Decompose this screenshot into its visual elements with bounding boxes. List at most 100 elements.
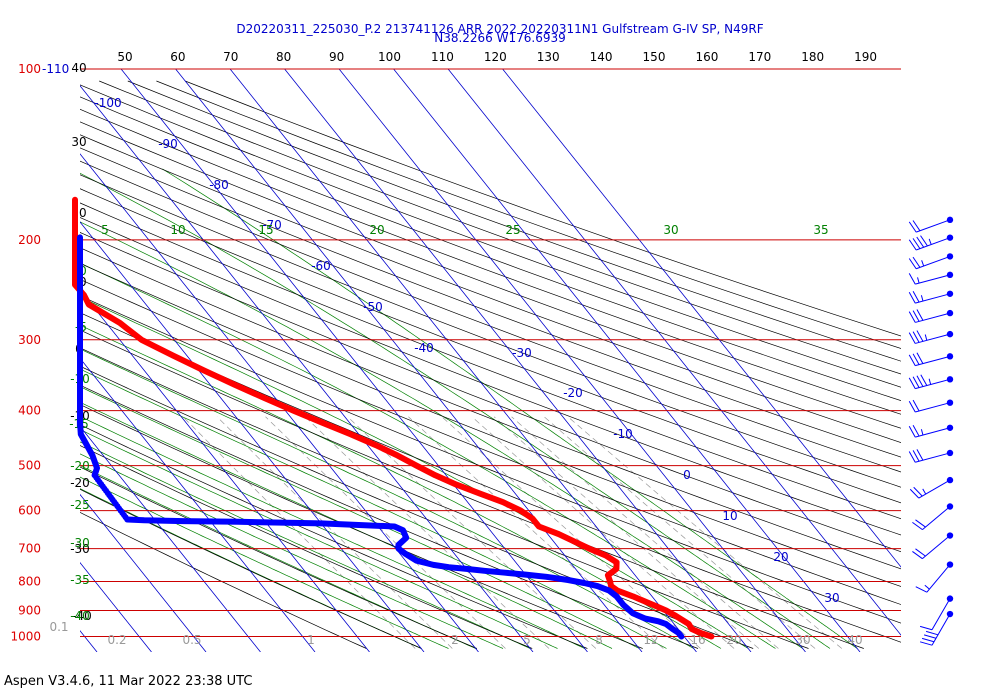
dry-adiabat-line: [80, 232, 901, 553]
wind-barb-staff: [915, 293, 951, 304]
moist-adiabat-left-label: -25: [70, 498, 90, 512]
dry-adiabat-line: [80, 445, 533, 649]
wind-barb-staff: [916, 237, 951, 251]
wind-barb-flag: [909, 488, 920, 499]
dry-adiabat-line: [80, 160, 901, 473]
dry-adiabat-line: [80, 329, 864, 649]
wind-barb-flag: [915, 548, 926, 557]
wind-barb-flag: [916, 309, 924, 321]
wind-barb-flag: [915, 519, 926, 528]
moist-adiabat-left-label: -30: [70, 536, 90, 550]
pressure-label: 500: [18, 459, 41, 473]
isotherm-label: 0: [683, 468, 691, 482]
wind-barb-staff: [931, 598, 951, 631]
wind-barb-flag: [912, 220, 921, 232]
wind-barb-flag: [912, 353, 920, 365]
mixing-ratio-label: 0.1: [49, 620, 68, 634]
wind-barb-flag: [908, 426, 916, 438]
dewpoint-trace-lower: [124, 516, 685, 640]
theta-scale-label: 130: [537, 50, 560, 64]
wind-barb-flag: [908, 311, 916, 323]
dry-adiabats: [80, 80, 901, 649]
dry-adiabat-line: [80, 188, 901, 504]
wind-barb-staff: [916, 255, 951, 270]
wind-barb-flag: [908, 377, 916, 389]
isotherm-label: -10: [613, 427, 633, 441]
isotherm-line: [80, 221, 425, 652]
dewpoint-profile: [77, 234, 685, 640]
dry-adiabat-line: [80, 147, 901, 458]
mixing-ratio-line: [511, 416, 779, 649]
wind-barb-half-flag: [924, 584, 930, 590]
moist-adiabat-top-label: 20: [369, 223, 384, 237]
dry-adiabat-line: [127, 80, 901, 362]
mixing-ratio-label: 16: [690, 633, 705, 647]
mixing-ratio-line: [543, 416, 816, 649]
wind-barb-flag: [912, 291, 920, 303]
theta-scale-label: 120: [484, 50, 507, 64]
wind-barb-dot: [946, 376, 954, 383]
height-label: 40: [71, 61, 86, 75]
isotherm-line: [80, 425, 261, 652]
theta-scale-label: 110: [431, 50, 454, 64]
isotherm-label: -90: [158, 137, 178, 151]
wind-barb-flag: [912, 425, 920, 437]
wind-barb-flag: [912, 376, 920, 388]
dry-adiabat-line: [80, 108, 901, 415]
wind-barb-flag: [919, 641, 933, 646]
wind-barb-flag: [908, 400, 916, 413]
isotherm-label: -80: [209, 178, 229, 192]
isotherm-line: [284, 69, 752, 652]
wind-barb-flag: [925, 630, 939, 636]
wind-barb-half-flag: [922, 488, 927, 495]
wind-barb-flag: [916, 449, 924, 461]
dry-adiabat-line: [80, 384, 699, 649]
mixing-ratio-label: 0.2: [107, 633, 126, 647]
pressure-label: 100: [18, 62, 41, 76]
wind-barb-staff: [915, 427, 951, 438]
isotherm-label: -30: [512, 346, 532, 360]
mixing-ratio-label: 12: [643, 633, 658, 647]
footer-version: Aspen V3.4.6, 11 Mar 2022 23:38 UTC: [4, 674, 253, 689]
wind-barb-flag: [912, 551, 923, 560]
dry-adiabat-line: [80, 295, 901, 624]
wind-barb-half-flag: [920, 295, 924, 302]
wind-barb-half-flag: [924, 334, 928, 341]
isotherm-line: [338, 69, 806, 652]
wind-barb-half-flag: [921, 260, 925, 267]
isotherm-line: [120, 69, 588, 652]
moist-adiabat-left-label: -20: [70, 459, 90, 473]
wind-barb-flag: [912, 399, 920, 412]
isotherm-label: -60: [311, 259, 331, 273]
mixing-ratio-line: [493, 416, 760, 649]
wind-barb-flag: [908, 292, 916, 304]
wind-barb-staff: [915, 452, 951, 463]
mixing-ratio-line: [265, 416, 506, 649]
wind-barb-dot: [946, 353, 954, 360]
isobars: [80, 68, 901, 637]
top-pressure-extra-label: -110: [42, 62, 69, 76]
wind-barb-flag: [908, 332, 916, 344]
isotherm-label: -50: [363, 300, 383, 314]
wind-barb-staff: [915, 378, 951, 390]
dry-adiabat-line: [80, 174, 901, 488]
mixing-ratio-label: 5: [523, 633, 531, 647]
wind-barb-staff: [916, 219, 951, 233]
wind-barb-half-flag: [917, 277, 920, 284]
dry-adiabat-line: [80, 404, 643, 649]
moist-adiabat-left-label: -40: [70, 609, 90, 623]
moist-adiabat-top-label: 30: [663, 223, 678, 237]
mixing-ratio-line: [347, 416, 597, 649]
mixing-ratio-label: 1: [307, 633, 315, 647]
wind-barb-flag: [913, 486, 923, 497]
wind-barb-staff: [922, 535, 951, 560]
wind-barb-dot: [946, 271, 954, 279]
mixing-ratio-label: 30: [795, 633, 810, 647]
theta-scale-label: 160: [695, 50, 718, 64]
dry-adiabat-line: [80, 424, 588, 649]
chart-title: D20220311_225030_P.2 213741126 ARR 2022 …: [236, 22, 763, 36]
wind-barb-dot: [946, 449, 954, 457]
wind-barb-flag: [912, 238, 921, 249]
dry-adiabat-line: [80, 347, 809, 649]
isotherm-line: [502, 69, 901, 568]
